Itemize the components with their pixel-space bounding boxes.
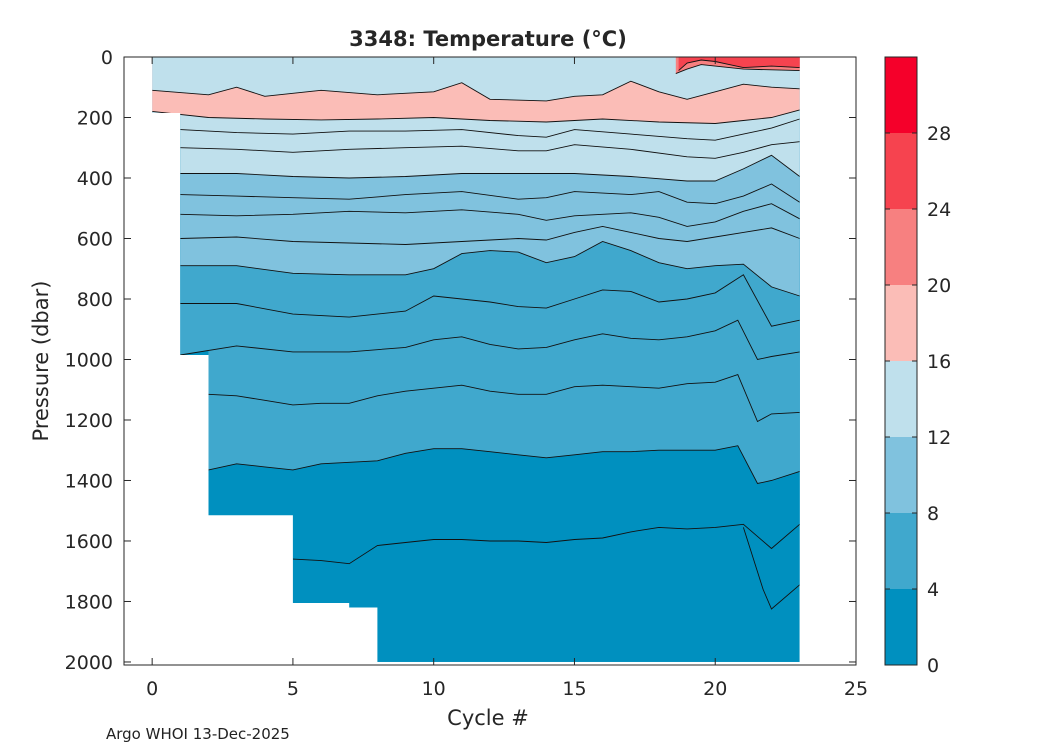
contour-lines bbox=[152, 59, 800, 610]
colorbar-segment-12-16 bbox=[885, 361, 917, 437]
y-tick-label: 400 bbox=[77, 168, 113, 190]
isotherm-11 bbox=[180, 183, 800, 205]
x-tick-label: 10 bbox=[422, 678, 446, 700]
isotherm-9 bbox=[180, 225, 800, 245]
contour-fills bbox=[152, 57, 800, 662]
x-tick-label: 5 bbox=[287, 678, 299, 700]
colorbar-segment-28-32 bbox=[885, 57, 917, 133]
isotherm-5 bbox=[208, 374, 800, 423]
isotherm-7 bbox=[180, 274, 800, 327]
isotherm-2.5 bbox=[742, 527, 800, 610]
y-tick-label: 0 bbox=[101, 47, 113, 69]
colorbar-segment-20-24 bbox=[885, 209, 917, 285]
colorbar-segment-24-28 bbox=[885, 133, 917, 209]
isotherm-3 bbox=[292, 523, 800, 565]
colorbar-segment-16-20 bbox=[885, 285, 917, 361]
chart-title-unit: °C) bbox=[591, 27, 627, 51]
colorbar-tick-label: 8 bbox=[927, 503, 939, 525]
contour-band-above-15 bbox=[152, 57, 800, 101]
y-tick-label: 800 bbox=[77, 289, 113, 311]
isotherm-14 bbox=[180, 118, 800, 141]
isotherm-12 bbox=[180, 154, 800, 182]
isotherm-6 bbox=[180, 319, 800, 361]
colorbar-tick-label: 12 bbox=[927, 427, 951, 449]
colorbar-tick-label: 28 bbox=[927, 123, 951, 145]
colorbar-segment-4-8 bbox=[885, 513, 917, 589]
x-tick-label: 0 bbox=[146, 678, 158, 700]
chart-title: 3348: Temperature (°C) bbox=[349, 27, 627, 51]
y-tick-label: 2000 bbox=[65, 652, 113, 674]
isotherm-13 bbox=[180, 141, 800, 159]
colorbar-segment-8-12 bbox=[885, 437, 917, 513]
y-tick-label: 200 bbox=[77, 107, 113, 129]
y-tick-label: 1000 bbox=[65, 349, 113, 371]
y-tick-label: 600 bbox=[77, 228, 113, 250]
isotherm-4 bbox=[208, 445, 800, 485]
plot-frame bbox=[123, 56, 857, 666]
x-tick-label: 25 bbox=[844, 678, 868, 700]
colorbar-tick-label: 0 bbox=[927, 655, 939, 677]
chart-title-main: 3348: Temperature ( bbox=[349, 27, 591, 51]
y-tick-label: 1400 bbox=[65, 470, 113, 492]
y-tick-label: 1200 bbox=[65, 410, 113, 432]
y-tick-label: 1800 bbox=[65, 591, 113, 613]
isotherm-8 bbox=[180, 241, 800, 297]
isotherm-24 bbox=[678, 59, 800, 71]
y-axis-label: Pressure (dbar) bbox=[29, 281, 53, 442]
x-tick-label: 20 bbox=[703, 678, 727, 700]
isotherm-16 bbox=[152, 109, 800, 124]
isotherm-10 bbox=[180, 203, 800, 227]
colorbar-segment-0-4 bbox=[885, 589, 917, 665]
colorbar-tick-label: 24 bbox=[927, 199, 951, 221]
contour-band-above-24 bbox=[678, 57, 800, 71]
y-tick-label: 1600 bbox=[65, 531, 113, 553]
x-tick-label: 15 bbox=[562, 678, 586, 700]
isotherm-20 bbox=[675, 64, 800, 75]
isotherm-15 bbox=[152, 80, 800, 102]
x-axis-label: Cycle # bbox=[447, 706, 529, 730]
colorbar-tick-label: 16 bbox=[927, 351, 951, 373]
footer-credit: Argo WHOI 13-Dec-2025 bbox=[106, 725, 290, 743]
colorbar-tick-label: 4 bbox=[927, 579, 939, 601]
colorbar-tick-label: 20 bbox=[927, 275, 951, 297]
